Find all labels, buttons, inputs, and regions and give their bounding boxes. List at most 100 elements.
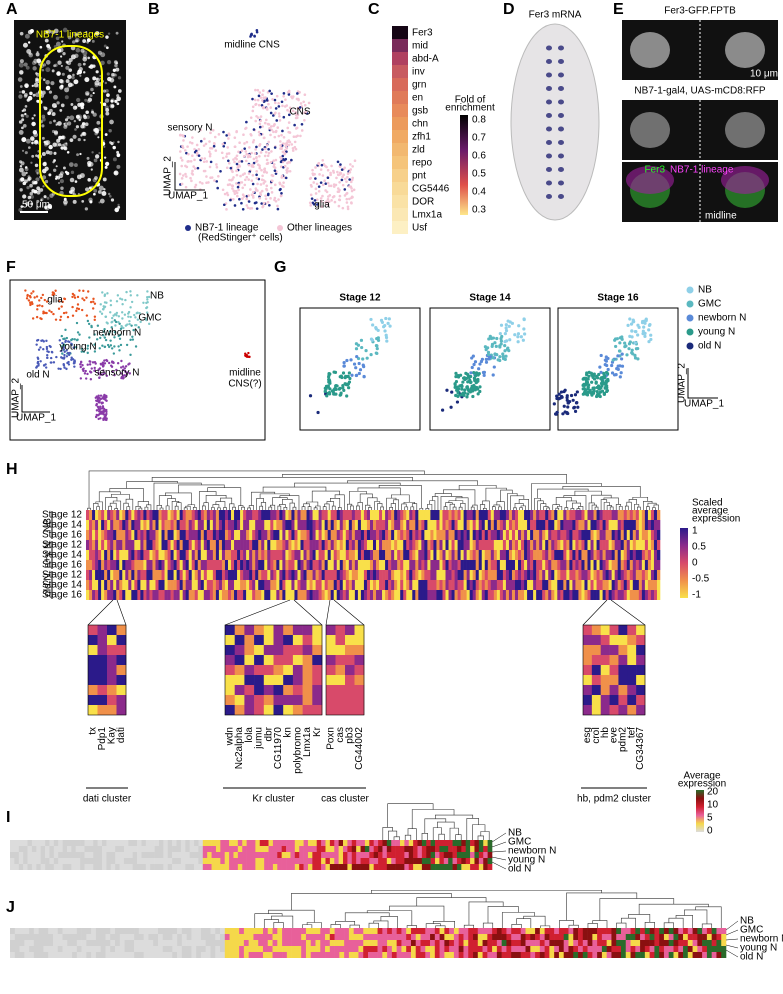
cell — [575, 590, 578, 600]
point — [493, 341, 496, 344]
cell — [347, 840, 352, 846]
cell — [270, 570, 273, 580]
cell — [349, 580, 352, 590]
cell — [246, 520, 249, 530]
cell — [258, 530, 261, 540]
dendrogram — [572, 503, 580, 508]
dot — [87, 157, 90, 160]
point — [235, 182, 238, 185]
point — [463, 388, 466, 391]
stain — [558, 73, 564, 78]
cell — [276, 560, 279, 570]
cell — [376, 550, 379, 560]
point — [284, 165, 287, 168]
point — [97, 418, 99, 420]
cell — [575, 560, 578, 570]
cell — [293, 675, 303, 685]
cell — [575, 510, 578, 520]
cell — [171, 510, 174, 520]
cell — [566, 560, 569, 570]
cell — [92, 570, 95, 580]
point — [355, 347, 358, 350]
dendrogram — [391, 495, 409, 502]
point — [343, 167, 346, 170]
cell — [461, 852, 466, 858]
cell — [213, 530, 216, 540]
point — [89, 363, 91, 365]
cell — [376, 530, 379, 540]
cell — [343, 510, 346, 520]
cell — [162, 520, 165, 530]
cell — [476, 510, 479, 520]
dot — [30, 29, 34, 33]
cell — [587, 560, 590, 570]
cell — [630, 510, 633, 520]
cell — [133, 840, 138, 846]
dot — [77, 174, 82, 179]
point — [189, 177, 192, 180]
cell — [189, 510, 192, 520]
point — [197, 167, 200, 170]
point — [274, 146, 277, 149]
cell — [116, 510, 119, 520]
dendrogram — [471, 507, 474, 510]
cell — [234, 520, 237, 530]
legend-dot — [687, 315, 694, 322]
cell — [339, 852, 344, 858]
point — [65, 311, 67, 313]
cell — [14, 852, 19, 858]
cell — [252, 590, 255, 600]
gene-label: esg — [582, 727, 593, 743]
cell — [657, 520, 660, 530]
cell — [364, 520, 367, 530]
dot — [83, 63, 86, 66]
cell — [180, 510, 183, 520]
dot — [49, 109, 53, 113]
cell — [409, 580, 412, 590]
cell — [255, 530, 258, 540]
point — [590, 381, 593, 384]
cell — [222, 530, 225, 540]
cell — [101, 520, 104, 530]
dendrogram — [242, 507, 245, 510]
cell — [476, 590, 479, 600]
cell — [310, 530, 313, 540]
cell — [636, 580, 639, 590]
point — [261, 148, 264, 151]
cell — [506, 510, 509, 520]
cell — [231, 590, 234, 600]
cell — [563, 540, 566, 550]
point — [333, 388, 336, 391]
cell — [606, 580, 609, 590]
cell — [233, 858, 238, 864]
cell — [14, 846, 19, 852]
cell — [116, 560, 119, 570]
dot — [59, 109, 62, 112]
cell — [551, 550, 554, 560]
cell — [119, 510, 122, 520]
cell — [621, 530, 624, 540]
cell — [578, 550, 581, 560]
cell — [554, 540, 557, 550]
cell — [651, 530, 654, 540]
cell — [137, 858, 142, 864]
point — [354, 366, 357, 369]
dot — [26, 186, 29, 189]
cell — [518, 530, 521, 540]
cell — [455, 510, 458, 520]
point — [252, 191, 255, 194]
dot — [27, 98, 30, 101]
point — [46, 357, 48, 359]
cell — [322, 520, 325, 530]
point — [611, 371, 614, 374]
cell — [32, 840, 37, 846]
cell — [397, 590, 400, 600]
cell — [290, 858, 295, 864]
cell — [597, 580, 600, 590]
cell — [548, 590, 551, 600]
cell — [591, 540, 594, 550]
point — [245, 153, 248, 156]
cell — [503, 570, 506, 580]
dendrogram — [453, 507, 456, 510]
cell — [45, 858, 50, 864]
